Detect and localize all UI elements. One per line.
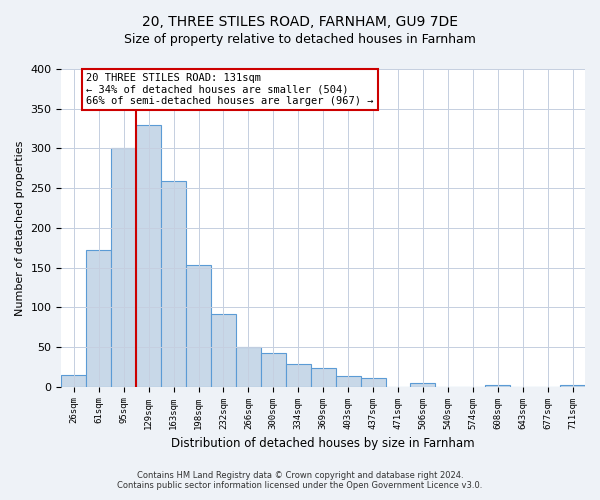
Bar: [211, 314, 236, 386]
Bar: [136, 124, 161, 386]
Bar: [485, 385, 510, 386]
Bar: [286, 364, 311, 386]
Y-axis label: Number of detached properties: Number of detached properties: [15, 140, 25, 316]
Text: 20 THREE STILES ROAD: 131sqm
← 34% of detached houses are smaller (504)
66% of s: 20 THREE STILES ROAD: 131sqm ← 34% of de…: [86, 73, 374, 106]
Bar: [86, 250, 111, 386]
Bar: [361, 378, 386, 386]
Bar: [335, 376, 361, 386]
Bar: [186, 265, 211, 386]
Bar: [61, 375, 86, 386]
Text: Size of property relative to detached houses in Farnham: Size of property relative to detached ho…: [124, 32, 476, 46]
Bar: [560, 385, 585, 386]
Bar: [111, 148, 136, 386]
Bar: [236, 347, 261, 387]
Bar: [161, 181, 186, 386]
Text: Contains HM Land Registry data © Crown copyright and database right 2024.
Contai: Contains HM Land Registry data © Crown c…: [118, 470, 482, 490]
X-axis label: Distribution of detached houses by size in Farnham: Distribution of detached houses by size …: [172, 437, 475, 450]
Text: 20, THREE STILES ROAD, FARNHAM, GU9 7DE: 20, THREE STILES ROAD, FARNHAM, GU9 7DE: [142, 15, 458, 29]
Bar: [261, 354, 286, 386]
Bar: [410, 382, 436, 386]
Bar: [311, 368, 335, 386]
